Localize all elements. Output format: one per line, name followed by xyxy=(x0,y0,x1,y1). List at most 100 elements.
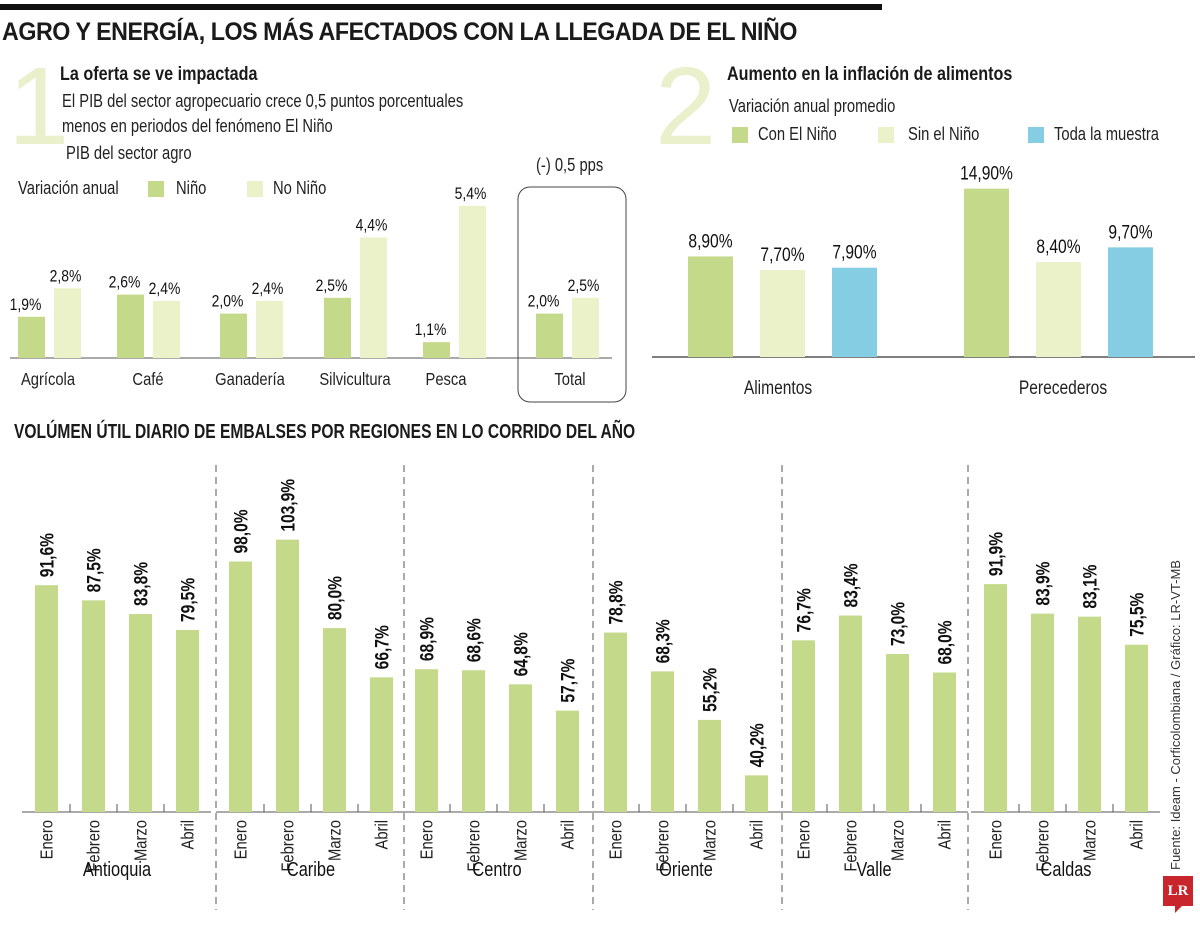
bar-caribe-enero xyxy=(229,561,252,812)
bar-oriente-febrero xyxy=(651,671,674,812)
section-1-subtitle: PIB del sector agro xyxy=(66,143,192,163)
data-label: 103,9% xyxy=(277,479,299,532)
month-label: Febrero xyxy=(464,820,484,872)
month-label: Abril xyxy=(1127,820,1147,849)
data-label: 83,9% xyxy=(1032,562,1054,606)
data-label: 2,0% xyxy=(528,292,560,311)
data-label: 5,4% xyxy=(455,185,487,204)
month-label: Febrero xyxy=(1033,820,1053,872)
chart-inflacion-alimentos: 8,90% 7,70% 7,90% Alimentos 14,90% 8,40% 9,70%… xyxy=(652,162,1195,399)
bar-caldas-abril xyxy=(1125,644,1148,812)
month-label: Febrero xyxy=(84,820,104,872)
legend-swatch-toda-muestra xyxy=(1028,127,1044,143)
bar-caribe-marzo xyxy=(323,628,346,812)
bar-caldas-enero xyxy=(984,584,1007,812)
bar-antioquia-febrero xyxy=(82,600,105,812)
legend-swatch-nino xyxy=(148,181,164,197)
data-label: 40,2% xyxy=(746,723,768,767)
data-label: 76,7% xyxy=(793,588,815,632)
data-label: 68,9% xyxy=(416,617,438,661)
data-label: 2,8% xyxy=(50,267,82,286)
bar-total-nino xyxy=(536,313,563,358)
data-label: 73,0% xyxy=(887,602,909,646)
bar-agrícola-nino xyxy=(18,316,45,358)
bar-agrícola-no-nino xyxy=(54,288,81,358)
bar-pesca-nino xyxy=(423,342,450,358)
month-label: Abril xyxy=(558,820,578,849)
data-label: 57,7% xyxy=(557,658,579,702)
bar-alimentos-series-1 xyxy=(760,269,805,357)
bar-valle-abril xyxy=(933,672,956,812)
section-2-title: Aumento en la inflación de alimentos xyxy=(727,64,1013,85)
data-label: 68,6% xyxy=(463,618,485,662)
source-credit: Fuente: Ideam - Corficolombiana / Gráfic… xyxy=(1168,560,1183,870)
data-label: 80,0% xyxy=(324,576,346,620)
chart-pib-agro: 1,9% 2,8% Agrícola 2,6% 2,4% Café 2,0% 2,4% Gana… xyxy=(10,185,627,403)
bar-centro-febrero xyxy=(462,670,485,812)
month-label: Febrero xyxy=(653,820,673,872)
data-label: 14,90% xyxy=(960,162,1013,184)
month-label: Febrero xyxy=(841,820,861,872)
month-label: Enero xyxy=(231,820,251,859)
data-label: 2,0% xyxy=(212,292,244,311)
data-label: 2,4% xyxy=(149,280,181,299)
data-label: 68,3% xyxy=(652,619,674,663)
category-label: Silvicultura xyxy=(319,370,391,390)
region-label: Valle xyxy=(856,857,891,880)
bar-oriente-enero xyxy=(604,632,627,812)
bar-valle-enero xyxy=(792,640,815,812)
data-label: 83,8% xyxy=(130,562,152,606)
data-label: 2,4% xyxy=(252,280,284,299)
month-label: Abril xyxy=(935,820,955,849)
category-label: Agrícola xyxy=(21,370,76,390)
bar-centro-abril xyxy=(556,710,579,812)
legend-text-toda-muestra: Toda la muestra xyxy=(1054,124,1160,144)
data-label: 83,4% xyxy=(840,563,862,607)
total-annotation: (-) 0,5 pps xyxy=(536,155,604,175)
bar-pesca-no-nino xyxy=(459,205,486,358)
section-2-subtitle: Variación anual promedio xyxy=(729,96,896,116)
bar-total-no-nino xyxy=(572,297,599,358)
section-1-desc-line2: menos en periodos del fenómeno El Niño xyxy=(62,116,333,136)
bar-caldas-febrero xyxy=(1031,613,1054,812)
category-label: Ganadería xyxy=(215,370,285,390)
data-label: 2,5% xyxy=(316,277,348,296)
region-label: Oriente xyxy=(659,857,713,880)
legend-text-sin-nino: Sin el Niño xyxy=(908,124,980,144)
region-label: Caribe xyxy=(287,857,335,880)
data-label: 7,70% xyxy=(760,243,804,265)
legend-swatch-no-nino xyxy=(247,181,263,197)
data-label: 55,2% xyxy=(699,668,721,712)
month-label: Marzo xyxy=(700,820,720,861)
section-1-number: 1 xyxy=(8,45,70,168)
month-label: Enero xyxy=(794,820,814,859)
region-label: Caldas xyxy=(1041,857,1092,880)
section-2-number: 2 xyxy=(655,45,717,168)
month-label: Abril xyxy=(178,820,198,849)
bar-antioquia-marzo xyxy=(129,614,152,812)
data-label: 1,9% xyxy=(10,296,42,315)
region-label: Antioquia xyxy=(83,857,152,880)
data-label: 79,5% xyxy=(177,578,199,622)
chart-embalses: 91,6% Enero 87,5% Febrero 83,8% Marzo 79,5% Abr… xyxy=(22,465,1160,910)
category-label: Alimentos xyxy=(744,377,813,399)
month-label: Abril xyxy=(372,820,392,849)
bar-alimentos-series-0 xyxy=(688,256,733,357)
data-label: 64,8% xyxy=(510,632,532,676)
legend-text-no-nino: No Niño xyxy=(273,178,327,198)
data-label: 1,1% xyxy=(415,321,447,340)
bar-valle-febrero xyxy=(839,615,862,812)
bar-perecederos-series-0 xyxy=(964,188,1009,357)
month-label: Enero xyxy=(606,820,626,859)
legend-swatch-sin-nino xyxy=(878,127,894,143)
category-label: Pesca xyxy=(426,370,468,390)
section-1-title: La oferta se ve impactada xyxy=(60,64,258,85)
data-label: 8,40% xyxy=(1036,236,1080,258)
data-label: 2,6% xyxy=(109,273,141,292)
month-label: Enero xyxy=(417,820,437,859)
month-label: Enero xyxy=(986,820,1006,859)
bar-ganadería-no-nino xyxy=(256,300,283,358)
bar-oriente-marzo xyxy=(698,719,721,812)
month-label: Marzo xyxy=(888,820,908,861)
category-label: Total xyxy=(554,370,585,390)
